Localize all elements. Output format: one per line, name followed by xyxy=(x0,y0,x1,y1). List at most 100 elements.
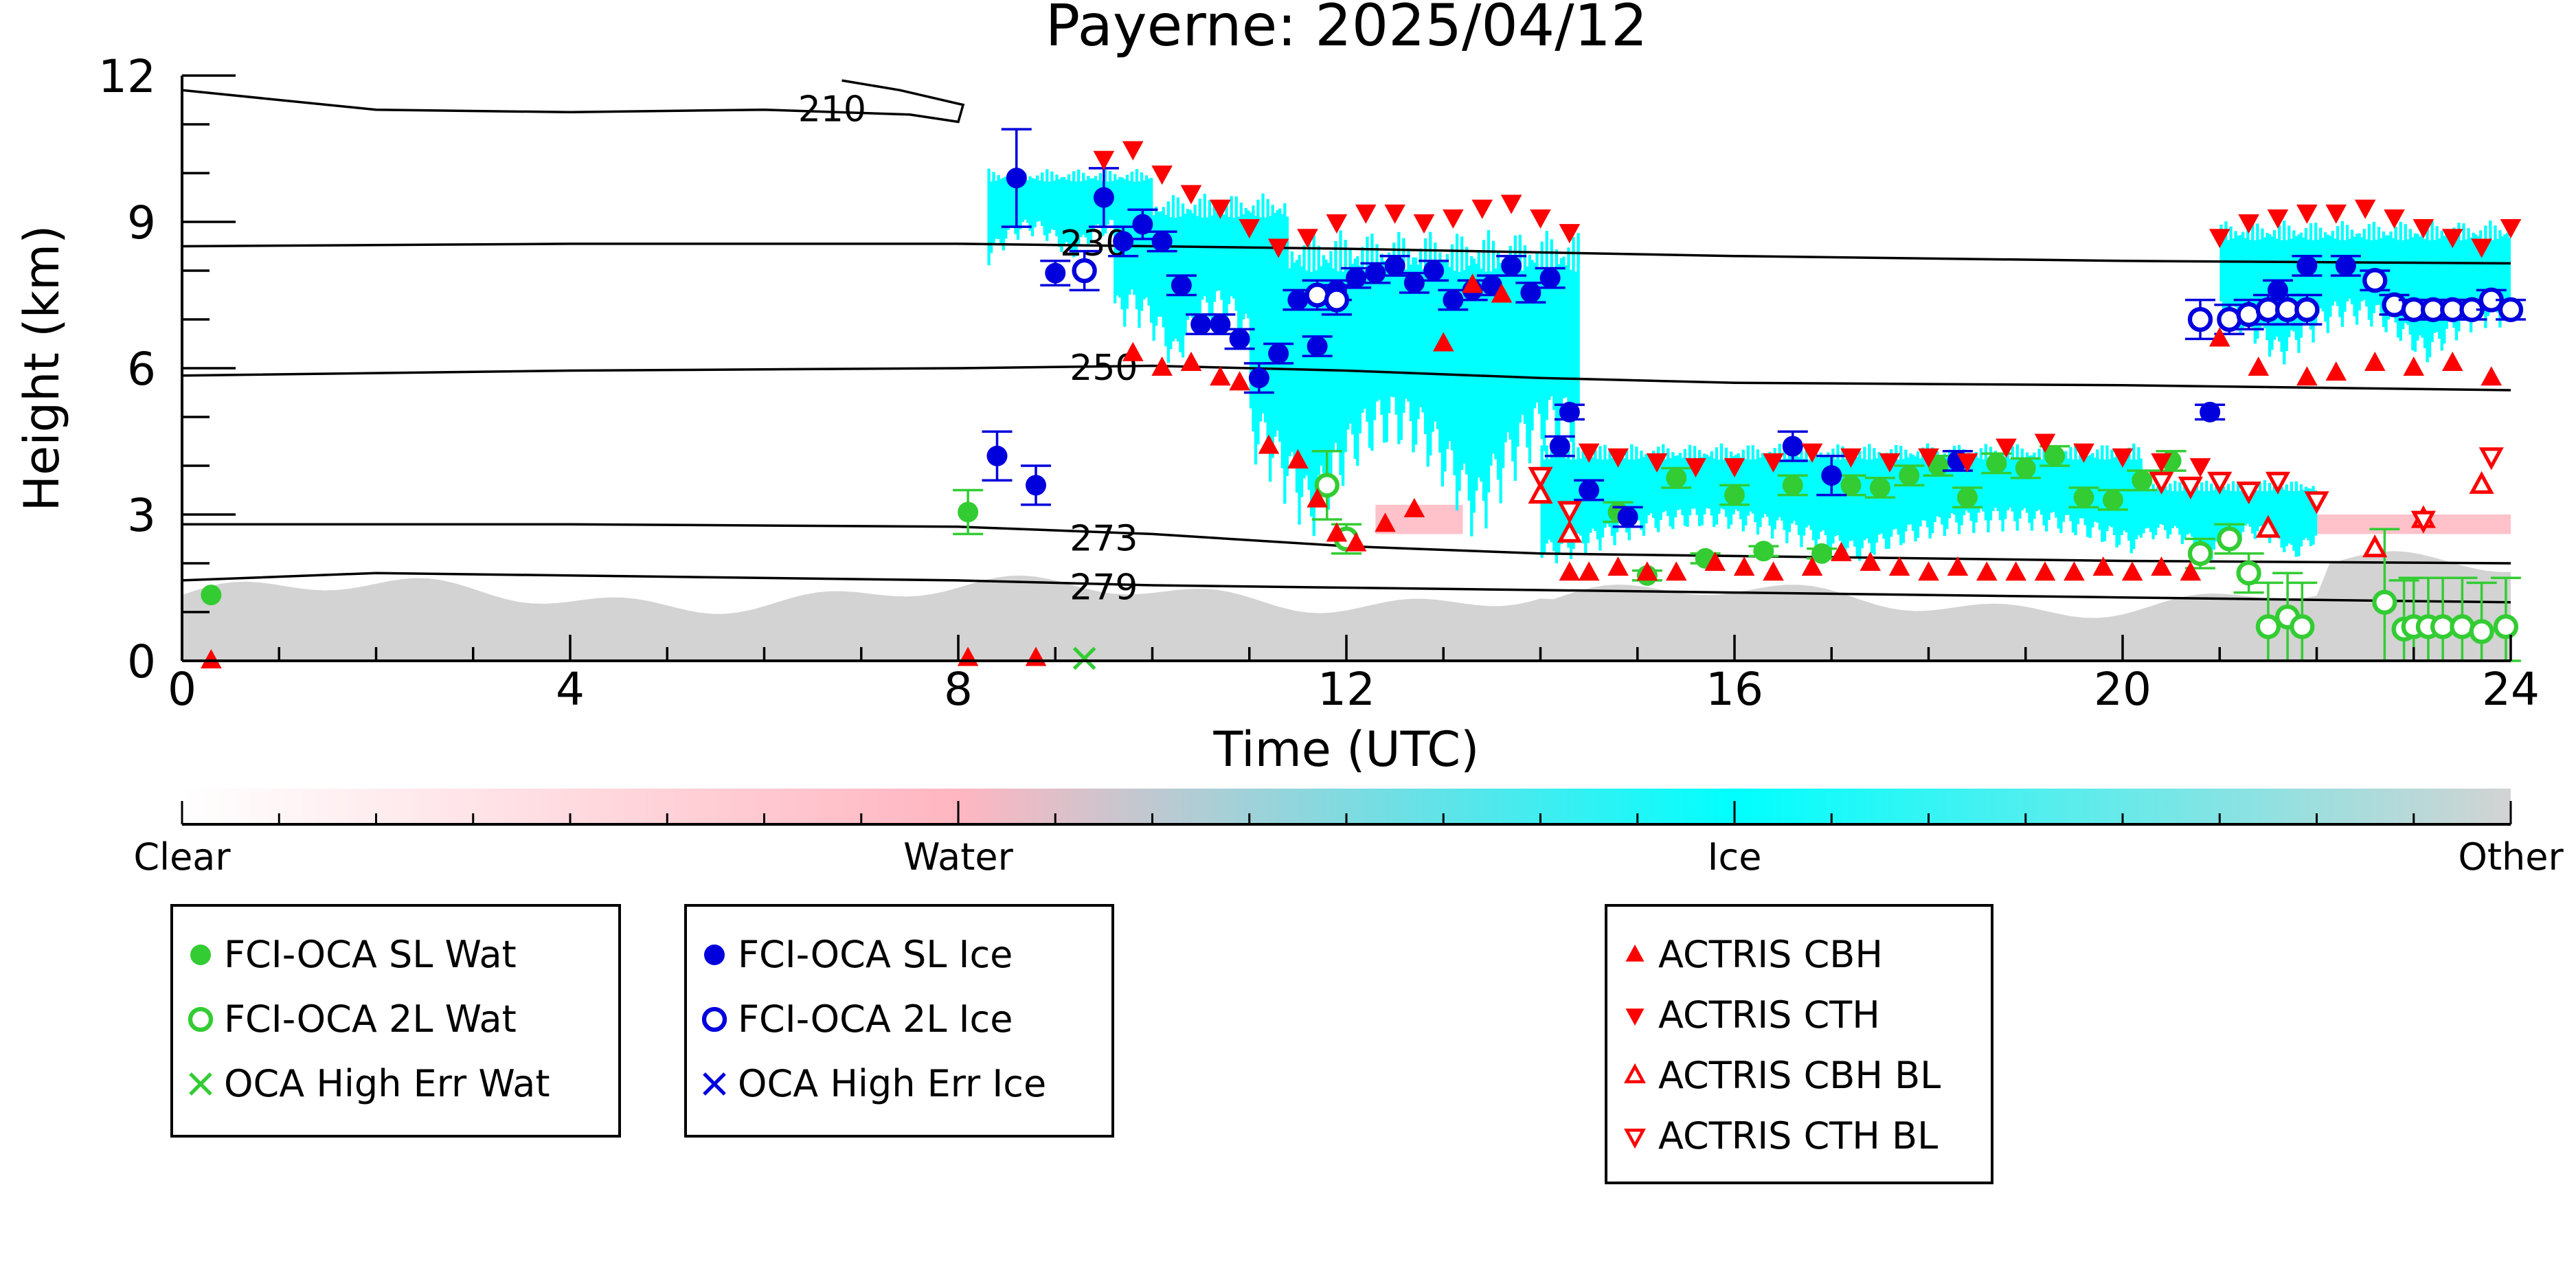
ice-column xyxy=(2096,449,2099,523)
ice-column xyxy=(1215,212,1219,291)
data-point xyxy=(2187,541,2213,566)
ice-column xyxy=(2239,235,2242,333)
data-point xyxy=(2034,433,2056,453)
ice-column xyxy=(2057,453,2060,529)
ice-column xyxy=(1414,257,1418,445)
ice-column xyxy=(1625,448,1629,533)
data-point xyxy=(1636,561,1658,581)
ice-column xyxy=(2147,481,2150,528)
ice-column xyxy=(2302,490,2305,541)
ice-column xyxy=(2197,490,2201,550)
ice-column xyxy=(1982,459,1985,512)
ice-column xyxy=(1077,169,1081,245)
data-point xyxy=(1957,487,1978,508)
ice-column xyxy=(1530,260,1534,431)
data-point xyxy=(2064,561,2085,581)
ice-column xyxy=(1038,180,1041,221)
ice-column xyxy=(2020,449,2024,510)
ice-column xyxy=(1070,181,1073,251)
ice-column xyxy=(1996,457,2000,512)
ice-column xyxy=(2435,226,2439,332)
ice-column xyxy=(2299,232,2303,338)
data-point xyxy=(2248,357,2270,376)
ice-column xyxy=(2035,457,2039,512)
data-point xyxy=(1132,214,1153,235)
data-point xyxy=(1986,453,2007,474)
data-point xyxy=(1229,371,1250,391)
data-point xyxy=(1287,449,1309,468)
ice-column xyxy=(1320,266,1323,466)
data-point xyxy=(1888,556,1910,576)
ice-column xyxy=(2294,481,2298,557)
ice-column xyxy=(1426,271,1430,467)
data-point xyxy=(2102,489,2123,510)
ice-column xyxy=(1186,209,1190,320)
ice-column xyxy=(1765,456,1770,517)
data-point xyxy=(2481,366,2502,386)
ice-column xyxy=(1849,457,1852,541)
ice-column xyxy=(2028,455,2031,523)
ice-column xyxy=(999,179,1003,245)
ice-column xyxy=(1254,237,1258,465)
ice-column xyxy=(1698,450,1702,526)
series-actris-cbh xyxy=(201,273,2502,669)
ice-column xyxy=(1283,203,1287,326)
ice-column xyxy=(2132,443,2136,550)
data-point xyxy=(1666,467,1687,488)
ice-column xyxy=(1130,171,1133,243)
ice-column xyxy=(2071,460,2075,533)
ice-column xyxy=(2129,459,2133,554)
ice-column xyxy=(1293,262,1296,465)
ice-column xyxy=(1909,453,1912,525)
ice-column xyxy=(1310,271,1313,517)
ice-column xyxy=(1125,174,1129,225)
y-axis-label: Height (km) xyxy=(14,225,70,512)
ice-column xyxy=(2503,234,2507,303)
ice-column xyxy=(1987,460,1990,533)
data-point xyxy=(1006,168,1027,189)
ice-column xyxy=(2251,222,2255,328)
ice-column xyxy=(1092,178,1095,232)
data-point xyxy=(1462,273,1483,293)
ice-column xyxy=(1336,271,1340,453)
data-point xyxy=(2403,357,2425,376)
ice-column xyxy=(2261,228,2264,324)
data-point xyxy=(2441,229,2463,249)
data-point xyxy=(1557,519,1582,543)
data-point xyxy=(2500,219,2522,239)
ice-column xyxy=(1377,267,1381,400)
ice-column xyxy=(2200,482,2204,545)
data-point xyxy=(1840,448,1862,468)
ice-column xyxy=(1989,447,1993,521)
ice-column xyxy=(2416,234,2419,341)
ice-column xyxy=(1623,457,1626,523)
ice-column xyxy=(2176,491,2179,528)
ice-column xyxy=(2253,240,2257,344)
data-point xyxy=(2073,487,2094,508)
ice-column xyxy=(1528,254,1532,464)
ice-column xyxy=(1608,449,1612,528)
ice-column xyxy=(1067,174,1071,244)
ice-column xyxy=(2222,240,2226,310)
data-point xyxy=(1365,262,1386,284)
ice-column xyxy=(1361,247,1364,413)
ice-column xyxy=(1494,268,1498,460)
ice-column xyxy=(2292,491,2296,551)
ice-column xyxy=(1616,455,1619,532)
data-point xyxy=(201,649,222,669)
ice-column xyxy=(1545,231,1548,420)
ice-column xyxy=(2324,232,2327,322)
ice-column xyxy=(1659,460,1662,520)
data-point xyxy=(2362,268,2388,293)
ice-column xyxy=(1142,180,1146,245)
legend-box-2: FCI-OCA SL Ice FCI-OCA 2L Ice OCA High Err… xyxy=(684,904,1114,1138)
ice-column xyxy=(2266,491,2269,539)
ice-column xyxy=(1812,459,1816,541)
data-point xyxy=(2265,471,2291,495)
data-point xyxy=(1190,314,1212,335)
series-fci-oca-2l-wat xyxy=(1311,449,2521,662)
ice-column xyxy=(1416,264,1420,420)
data-point xyxy=(1520,282,1541,303)
ice-column xyxy=(1120,177,1124,226)
